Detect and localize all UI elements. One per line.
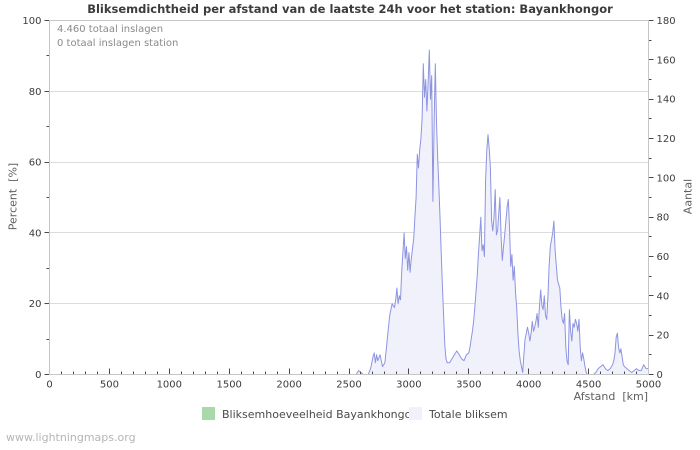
y-right-tick-label: 180 [657, 16, 676, 27]
x-tick-label: 1500 [216, 380, 241, 391]
legend-item-total-lightning: Totale bliksem [409, 407, 508, 421]
total-strikes-annotation: 4.460 totaal inslagen [57, 24, 164, 35]
plot-border [49, 20, 649, 375]
x-tick-label: 4000 [516, 380, 541, 391]
y-right-tick-label: 60 [657, 252, 670, 263]
y-left-tick-label: 60 [29, 158, 42, 169]
watermark-link[interactable]: www.lightningmaps.org [6, 431, 136, 444]
station-strikes-annotation: 0 totaal inslagen station [57, 37, 179, 49]
y-left-tick-label: 80 [29, 87, 42, 98]
y-right-tick-label: 160 [657, 55, 676, 66]
y-right-tick-label: 0 [657, 370, 663, 381]
y-right-tick-label: 120 [657, 134, 676, 145]
x-tick-label: 3500 [456, 380, 481, 391]
gridlines [49, 91, 649, 304]
x-tick-label: 2000 [276, 380, 301, 391]
y-right-tick-label: 140 [657, 95, 676, 106]
legend-label-total-lightning: Totale bliksem [429, 408, 508, 421]
tick-labels: 0 500 1000 1500 2000 2500 3000 3500 4000 4500 5000… [22, 16, 675, 391]
y-left-tick-label: 100 [22, 16, 41, 27]
legend-swatch-lavender [409, 407, 422, 420]
x-tick-label: 5000 [636, 380, 661, 391]
chart-title: Bliksemdichtheid per afstand van de laat… [87, 2, 613, 16]
x-tick-label: 500 [100, 380, 119, 391]
x-tick-label: 3000 [396, 380, 421, 391]
y-axis-right-label: Aantal [681, 178, 695, 215]
chart-annotations: 4.460 totaal inslagen 0 totaal inslagen … [57, 23, 178, 50]
x-axis-label: Afstand [km] [573, 390, 648, 403]
legend-item-station-amount: Bliksemhoeveelheid Bayankhongor [202, 407, 416, 421]
x-tick-label: 1000 [157, 380, 182, 391]
y-right-tick-label: 100 [657, 173, 676, 184]
legend-swatch-green [202, 407, 215, 420]
x-tick-label: 2500 [336, 380, 361, 391]
y-axis-left-label: Percent [%] [6, 162, 20, 231]
total-lightning-area-series [49, 49, 649, 375]
x-tick-label: 0 [46, 380, 52, 391]
y-right-tick-label: 20 [657, 331, 670, 342]
y-left-tick-label: 0 [35, 370, 41, 381]
y-right-tick-label: 40 [657, 291, 670, 302]
y-left-tick-label: 20 [29, 299, 42, 310]
y-left-tick-label: 40 [29, 228, 42, 239]
x-tick-label: 4500 [576, 380, 601, 391]
y-right-tick-label: 80 [657, 213, 670, 224]
legend-label-station-amount: Bliksemhoeveelheid Bayankhongor [222, 408, 416, 421]
